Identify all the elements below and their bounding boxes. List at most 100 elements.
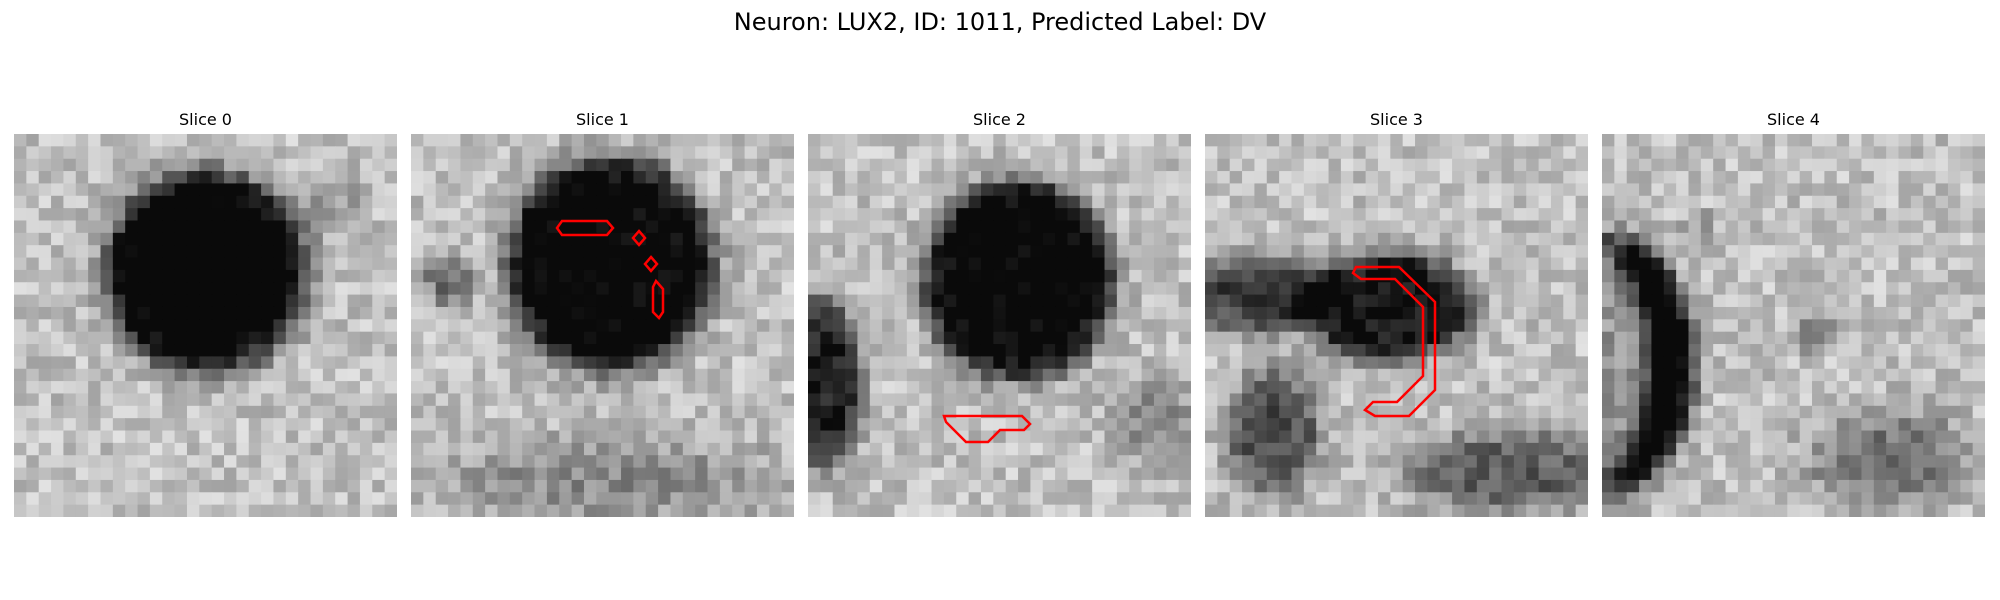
pixel: [707, 492, 721, 506]
pixel: [448, 134, 462, 147]
pixel: [869, 344, 883, 357]
pixel: [372, 368, 386, 382]
pixel: [1390, 306, 1404, 320]
pixel: [719, 381, 733, 395]
pixel: [1178, 171, 1191, 185]
pixel: [1055, 183, 1069, 197]
pixel: [1614, 442, 1628, 456]
pixel: [211, 405, 225, 419]
pixel: [1489, 306, 1503, 320]
pixel: [1415, 232, 1428, 246]
pixel: [769, 294, 783, 308]
pixel: [1242, 171, 1256, 185]
pixel: [857, 393, 871, 407]
pixel: [744, 220, 758, 234]
pixel: [1614, 183, 1628, 197]
pixel: [236, 220, 250, 234]
pixel: [857, 455, 871, 469]
pixel: [1676, 368, 1690, 382]
pixel: [583, 146, 597, 160]
pixel: [1005, 331, 1019, 345]
pixel: [411, 479, 424, 493]
pixel: [1960, 171, 1974, 185]
pixel: [894, 232, 908, 246]
pixel: [1972, 208, 1985, 222]
pixel: [732, 368, 746, 382]
pixel: [1104, 430, 1118, 444]
pixel: [1774, 282, 1788, 296]
pixel: [919, 146, 933, 160]
pixel: [808, 393, 821, 407]
pixel: [1602, 405, 1615, 419]
pixel: [298, 405, 312, 419]
pixel: [857, 344, 871, 357]
pixel: [1242, 492, 1256, 506]
pixel: [199, 331, 213, 345]
pixel: [1886, 146, 1900, 160]
pixel: [1030, 232, 1044, 246]
pixel: [658, 455, 672, 469]
pixel: [14, 195, 27, 209]
pixel: [1427, 134, 1441, 147]
pixel: [732, 220, 746, 234]
pixel: [1340, 455, 1354, 469]
pixel: [1898, 195, 1912, 209]
pixel: [1415, 306, 1428, 320]
pixel: [448, 245, 462, 259]
pixel: [1898, 245, 1912, 259]
pixel: [670, 331, 684, 345]
pixel: [732, 331, 746, 345]
pixel: [1750, 171, 1764, 185]
pixel: [112, 356, 126, 370]
pixel: [372, 171, 386, 185]
pixel: [125, 183, 139, 197]
pixel: [1873, 146, 1887, 160]
pixel: [1960, 479, 1974, 493]
pixel: [1923, 294, 1937, 308]
pixel: [1700, 245, 1714, 259]
pixel: [248, 393, 262, 407]
pixel: [384, 257, 397, 271]
pixel: [1725, 306, 1739, 320]
pixel: [732, 442, 746, 456]
pixel: [1055, 306, 1069, 320]
pixel: [63, 134, 77, 147]
pixel: [472, 245, 486, 259]
pixel: [1700, 455, 1714, 469]
pixel: [534, 442, 548, 456]
pixel: [497, 146, 511, 160]
pixel: [1972, 269, 1985, 283]
pixel: [448, 220, 462, 234]
pixel: [1960, 208, 1974, 222]
pixel: [359, 467, 373, 481]
pixel: [1153, 319, 1167, 333]
pixel: [534, 467, 548, 481]
pixel: [423, 405, 437, 419]
pixel: [261, 183, 275, 197]
pixel: [1452, 331, 1466, 345]
pixel: [310, 405, 324, 419]
pixel: [1526, 381, 1540, 395]
pixel: [732, 195, 746, 209]
pixel: [1242, 306, 1256, 320]
pixel: [1427, 257, 1441, 271]
pixel: [1700, 356, 1714, 370]
pixel: [248, 306, 262, 320]
pixel: [559, 467, 573, 481]
pixel: [894, 455, 908, 469]
pixel: [596, 282, 610, 296]
pixel: [857, 183, 871, 197]
pixel: [931, 245, 945, 259]
pixel: [1923, 134, 1937, 147]
pixel: [26, 282, 40, 296]
pixel: [298, 331, 312, 345]
pixel: [273, 245, 287, 259]
pixel: [869, 232, 883, 246]
pixel: [1377, 146, 1391, 160]
pixel: [968, 356, 982, 370]
pixel: [1663, 368, 1677, 382]
pixel: [596, 294, 610, 308]
pixel: [857, 171, 871, 185]
pixel: [411, 405, 424, 419]
pixel: [359, 405, 373, 419]
